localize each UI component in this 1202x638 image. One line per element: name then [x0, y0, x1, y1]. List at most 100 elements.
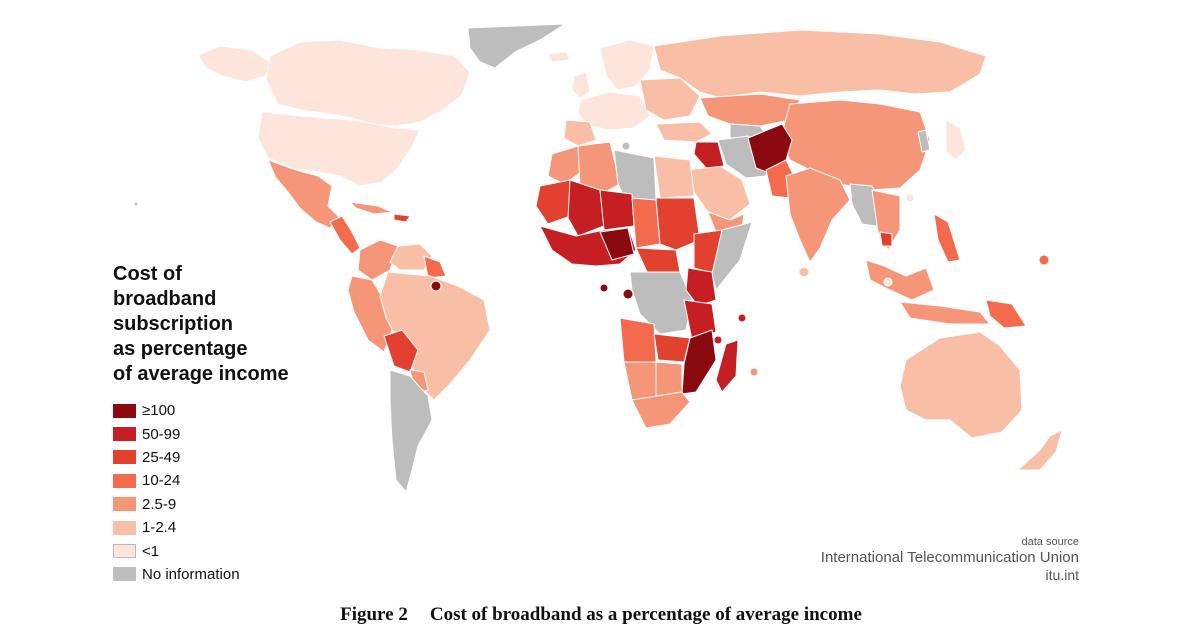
marker-hawaii [133, 201, 139, 207]
marker-sao-tome [622, 288, 634, 300]
region-mali [567, 179, 605, 237]
region-caribbean [349, 201, 393, 215]
region-angola [619, 317, 657, 363]
marker-hong-kong [905, 193, 915, 203]
region-india [785, 167, 851, 263]
region-saudi-arabia [685, 165, 751, 221]
legend-label: 1-2.4 [142, 519, 177, 537]
region-guyana [423, 255, 447, 279]
legend-item: 1-2.4 [113, 516, 240, 539]
region-zambia [653, 333, 691, 363]
legend-label: 50-99 [142, 425, 181, 443]
region-mozambique [681, 329, 717, 395]
legend-label: <1 [142, 542, 160, 560]
region-indonesia [899, 301, 991, 325]
region-argentina [389, 369, 433, 493]
marker-comoros [713, 335, 723, 345]
legend-swatch [113, 473, 136, 488]
marker-suriname [430, 280, 442, 292]
data-source-organization: International Telecommunication Union [820, 549, 1079, 566]
region-china [779, 99, 931, 191]
region-botswana [655, 361, 683, 397]
legend-swatch [113, 403, 136, 418]
region-niger [599, 189, 635, 231]
legend-swatch [113, 567, 136, 582]
region-brazil [379, 271, 491, 401]
legend-title-line: as percentage [113, 338, 248, 360]
legend-item: <1 [113, 539, 240, 562]
legend-title-line: of average income [113, 363, 289, 385]
region-colombia [357, 239, 399, 281]
region-algeria [577, 141, 621, 197]
region-namibia [623, 361, 657, 401]
region-cambodia [879, 231, 893, 247]
legend-item: ≥100 [113, 399, 240, 422]
region-usa [257, 111, 421, 187]
data-source-website: itu.int [1045, 567, 1079, 583]
marker-mauritius [749, 367, 759, 377]
legend-item: 50-99 [113, 422, 240, 445]
region-central-asia [699, 93, 801, 127]
region-korea [917, 129, 931, 153]
region-russia [653, 29, 987, 99]
region-chad [631, 197, 661, 249]
region-venezuela [389, 243, 433, 271]
legend-item: 2.5-9 [113, 493, 240, 516]
legend-label: 10-24 [142, 472, 181, 490]
region-turkey [655, 121, 713, 143]
region-car [635, 247, 681, 275]
region-australia [899, 331, 1023, 439]
legend-item: No information [113, 563, 240, 586]
legend: ≥100 50-99 25-49 10-24 2.5-9 1-2.4 <1 No… [113, 399, 240, 586]
legend-item: 25-49 [113, 446, 240, 469]
region-egypt [653, 155, 695, 199]
marker-gulf-of-guinea [599, 283, 609, 293]
region-iberia [563, 119, 597, 147]
region-somalia [711, 221, 753, 291]
region-sudan [655, 197, 701, 251]
region-western-europe [577, 91, 651, 131]
marker-sri-lanka [798, 266, 810, 278]
region-vietnam [871, 189, 901, 251]
data-source: data source International Telecommunicat… [821, 535, 1079, 584]
legend-title-line: subscription [113, 313, 234, 335]
region-uk [571, 71, 591, 99]
figure-caption-text: Cost of broadband as a percentage of ave… [429, 604, 862, 625]
region-nigeria [599, 227, 635, 261]
region-new-zealand [1017, 429, 1063, 471]
legend-swatch [113, 544, 136, 559]
marker-malta [621, 141, 631, 151]
region-tanzania [683, 299, 717, 341]
region-iraq [693, 141, 725, 169]
legend-swatch [113, 427, 136, 442]
legend-label: No information [142, 565, 240, 583]
legend-label: 25-49 [142, 448, 181, 466]
marker-singapore [883, 277, 893, 287]
region-madagascar [715, 339, 739, 393]
legend-label: ≥100 [142, 402, 176, 420]
legend-swatch [113, 520, 136, 535]
region-japan [945, 119, 967, 161]
region-hispaniola [393, 213, 411, 223]
region-malaysia [865, 259, 935, 301]
region-alaska [197, 45, 271, 83]
legend-swatch [113, 497, 136, 512]
legend-title-line: Cost of [113, 263, 182, 285]
region-greenland [467, 23, 566, 69]
region-canada [265, 39, 471, 127]
legend-title-line: broadband [113, 288, 217, 310]
region-png [985, 299, 1027, 329]
figure-number: Figure 2 [340, 604, 408, 625]
legend-item: 10-24 [113, 469, 240, 492]
region-morocco [547, 145, 585, 185]
data-source-label: data source [1021, 536, 1079, 548]
region-mauritania [535, 179, 577, 225]
region-central-america [329, 215, 361, 255]
legend-swatch [113, 450, 136, 465]
legend-label: 2.5-9 [142, 495, 177, 513]
marker-pacific-island [1038, 254, 1050, 266]
marker-seychelles [737, 313, 747, 323]
legend-title: Cost of broadband subscription as percen… [113, 262, 373, 387]
region-philippines [933, 213, 961, 263]
